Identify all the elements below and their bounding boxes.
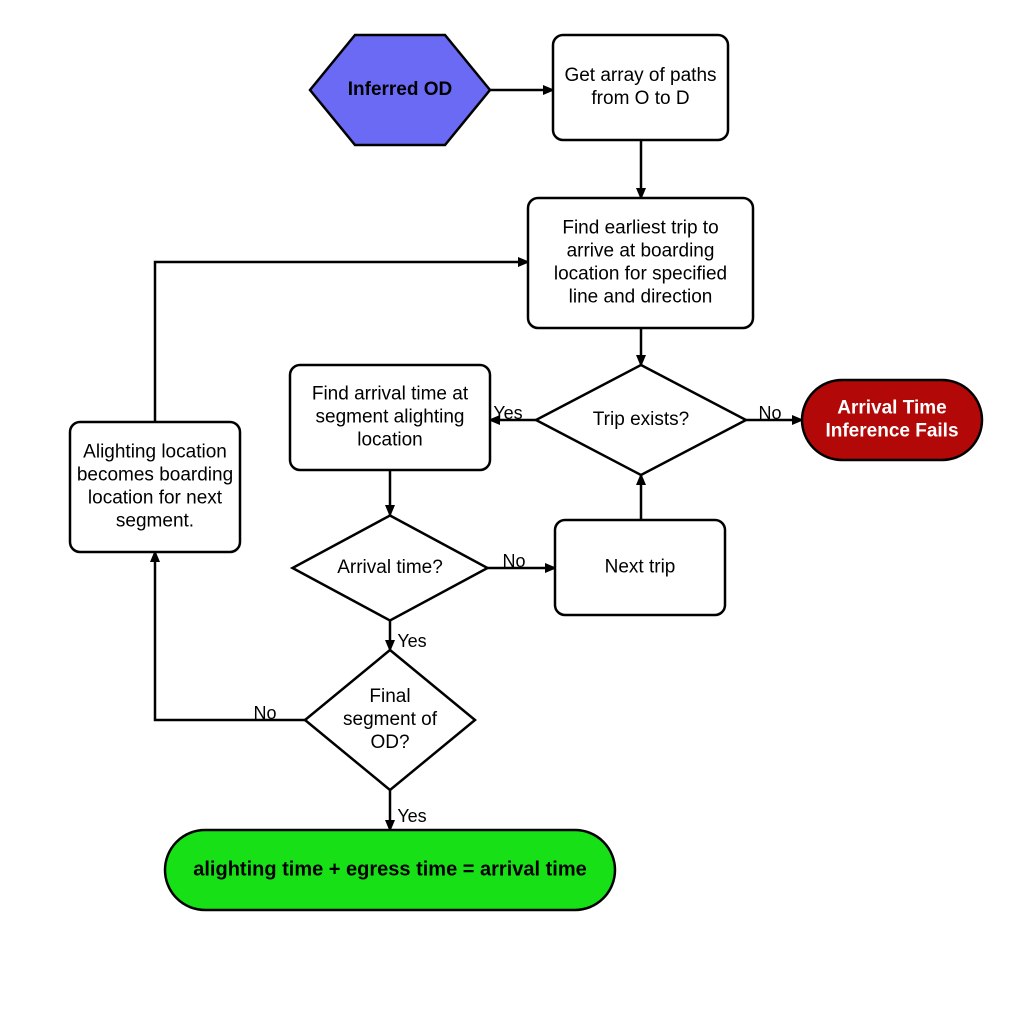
node-next_trip: Next trip	[555, 520, 725, 615]
edge-3: No	[746, 403, 802, 423]
edge-9: Yes	[390, 790, 427, 830]
svg-text:Inferred OD: Inferred OD	[348, 79, 453, 100]
node-arrival_time: Arrival time?	[293, 516, 488, 621]
edge-label-9: Yes	[397, 806, 426, 826]
node-trip_exists: Trip exists?	[536, 365, 746, 475]
svg-text:segment.: segment.	[116, 511, 194, 532]
edge-4: Yes	[490, 403, 536, 423]
svg-text:Inference Fails: Inference Fails	[825, 421, 958, 442]
svg-text:Final: Final	[369, 686, 410, 707]
svg-text:segment of: segment of	[343, 709, 438, 730]
flowchart-canvas: No Yes No Yes Yes No Inferred OD Get array of …	[0, 0, 1024, 1024]
svg-text:arrive at boarding: arrive at boarding	[567, 241, 715, 262]
node-find_trip: Find earliest trip toarrive at boardingl…	[528, 198, 753, 328]
edge-6: No	[487, 551, 555, 571]
svg-text:OD?: OD?	[370, 732, 409, 753]
svg-text:line and direction: line and direction	[569, 287, 713, 308]
svg-text:Find earliest trip to: Find earliest trip to	[562, 218, 718, 239]
node-find_arrival: Find arrival time atsegment alightingloc…	[290, 365, 490, 470]
edge-label-4: Yes	[493, 403, 522, 423]
edge-10: No	[155, 552, 305, 723]
node-fail: Arrival TimeInference Fails	[802, 380, 982, 460]
svg-text:Find arrival time at: Find arrival time at	[312, 384, 469, 405]
edge-label-3: No	[758, 403, 781, 423]
edge-label-6: No	[502, 551, 525, 571]
node-inferred_od: Inferred OD	[310, 35, 490, 145]
svg-text:from O to D: from O to D	[591, 88, 689, 109]
svg-text:Get array of paths: Get array of paths	[564, 65, 716, 86]
edge-8: Yes	[390, 620, 427, 651]
svg-text:location for specified: location for specified	[554, 264, 727, 285]
svg-text:alighting time + egress time =: alighting time + egress time = arrival t…	[193, 858, 587, 880]
node-get_paths: Get array of pathsfrom O to D	[553, 35, 728, 140]
svg-text:Arrival Time: Arrival Time	[837, 398, 946, 419]
edge-label-10: No	[253, 703, 276, 723]
svg-text:Next trip: Next trip	[605, 557, 676, 578]
svg-text:becomes boarding: becomes boarding	[77, 465, 233, 486]
node-final_segment: Finalsegment ofOD?	[305, 650, 475, 790]
svg-text:Arrival time?: Arrival time?	[337, 557, 443, 578]
svg-text:Trip exists?: Trip exists?	[593, 409, 689, 430]
svg-text:location for next: location for next	[88, 488, 223, 509]
svg-text:segment alighting: segment alighting	[316, 407, 465, 428]
node-success: alighting time + egress time = arrival t…	[165, 830, 615, 910]
edge-label-8: Yes	[397, 631, 426, 651]
svg-text:Alighting location: Alighting location	[83, 442, 227, 463]
node-alight_board: Alighting locationbecomes boardinglocati…	[70, 422, 240, 552]
svg-text:location: location	[357, 430, 423, 451]
